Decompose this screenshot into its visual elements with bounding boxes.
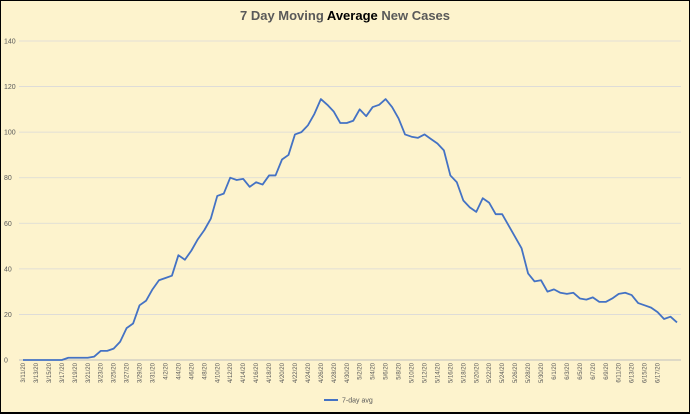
x-tick-label: 4/2/20 [163,362,169,379]
chart-title-part: Average [326,8,378,23]
x-tick-label: 3/13/20 [34,362,40,383]
chart-title-part: New Cases [377,8,451,23]
x-tick-label: 4/16/20 [254,362,260,383]
x-tick-label: 3/19/20 [73,362,79,383]
y-tick-label: 100 [4,130,16,137]
x-tick-label: 4/10/20 [215,362,221,383]
y-tick-label: 20 [4,312,12,319]
x-tick-label: 6/1/20 [552,362,558,379]
x-tick-label: 6/13/20 [630,362,636,383]
x-tick-label: 4/6/20 [189,362,195,379]
x-tick-label: 6/17/20 [656,362,662,383]
y-tick-label: 120 [4,84,16,91]
x-tick-label: 3/23/20 [99,362,105,383]
x-tick-label: 6/15/20 [643,362,649,383]
chart-title: 7 Day Moving Average New Cases [1,8,689,23]
y-tick-label: 140 [4,39,16,46]
x-tick-label: 3/21/20 [86,362,92,383]
x-tick-label: 6/7/20 [591,362,597,379]
x-tick-label: 4/14/20 [241,362,247,383]
x-tick-label: 4/22/20 [293,362,299,383]
x-tick-label: 5/20/20 [474,362,480,383]
x-tick-label: 5/4/20 [371,362,377,379]
x-tick-label: 5/10/20 [410,362,416,383]
x-tick-label: 4/8/20 [202,362,208,379]
x-tick-label: 4/28/20 [332,362,338,383]
x-tick-label: 5/8/20 [397,362,403,379]
x-tick-label: 6/11/20 [617,362,623,382]
x-tick-label: 5/14/20 [435,362,441,383]
x-tick-label: 3/11/20 [21,362,27,382]
x-tick-label: 4/24/20 [306,362,312,383]
chart-title-part: 7 Day Moving [239,8,327,23]
x-tick-label: 4/12/20 [228,362,234,383]
x-tick-label: 3/29/20 [138,362,144,383]
x-tick-label: 3/25/20 [112,362,118,383]
y-tick-label: 0 [4,358,8,365]
y-tick-label: 80 [4,175,12,182]
x-tick-label: 5/22/20 [487,362,493,383]
series-line-7-day-avg [23,98,678,361]
x-tick-label: 5/2/20 [358,362,364,379]
x-tick-label: 3/15/20 [47,362,53,383]
x-tick-label: 6/9/20 [604,362,610,379]
y-tick-label: 40 [4,266,12,273]
x-tick-label: 4/18/20 [267,362,273,383]
x-tick-label: 4/4/20 [176,362,182,379]
legend-label: 7-day avg [342,398,373,405]
x-tick-label: 5/26/20 [513,362,519,383]
x-tick-label: 6/5/20 [578,362,584,379]
x-tick-label: 4/20/20 [280,362,286,383]
x-tick-label: 5/16/20 [448,362,454,383]
x-tick-label: 5/24/20 [500,362,506,383]
x-tick-label: 5/18/20 [461,362,467,383]
x-tick-label: 4/26/20 [319,362,325,383]
x-tick-label: 5/28/20 [526,362,532,383]
x-tick-label: 5/6/20 [384,362,390,379]
x-tick-label: 3/27/20 [125,362,131,383]
x-tick-label: 3/17/20 [60,362,66,383]
x-tick-label: 5/30/20 [539,362,545,383]
x-tick-label: 5/12/20 [422,362,428,383]
x-tick-label: 3/31/20 [151,362,157,383]
x-tick-label: 4/30/20 [345,362,351,383]
x-tick-label: 6/3/20 [565,362,571,379]
y-tick-label: 60 [4,221,12,228]
